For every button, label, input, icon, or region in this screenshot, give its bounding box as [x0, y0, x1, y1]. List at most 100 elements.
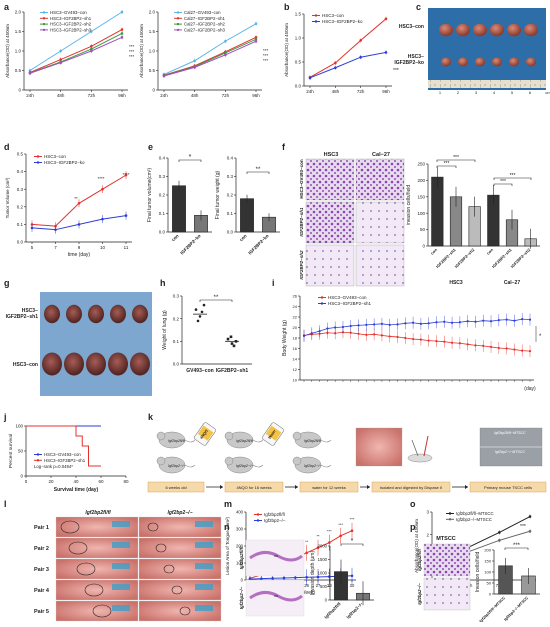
significance-bracket [178, 159, 202, 162]
y-tick-label: 150 [484, 559, 491, 564]
row-label: HSC3−GV493−con [299, 159, 304, 199]
data-point [435, 340, 438, 343]
legend-label: HSC3−IGF2BP2−ko [322, 19, 363, 24]
data-point [59, 61, 62, 64]
data-point [419, 322, 422, 325]
y-tick-label: 0.0 [295, 84, 302, 89]
legend-label: HSC3−GV493−con [44, 452, 81, 457]
ruler-label: 1 [439, 90, 442, 95]
data-point [412, 321, 415, 324]
legend-marker [42, 22, 46, 26]
data-point [334, 326, 337, 329]
arrow-head [220, 485, 223, 489]
data-point [404, 322, 407, 325]
significance-label: * [539, 334, 542, 340]
chart-e-weight: 0.0 0.1 0.2 0.3 0.4 con IGF2BP2−ko Final tumor … [215, 156, 280, 256]
arrow-head [367, 485, 370, 489]
y-tick-label: 14 [293, 357, 298, 362]
schematic-k: Igf2bp2fl/fl Igf2bp2−/− Igf2bp2fl/fl Igf2bp… [147, 422, 547, 493]
y-tick-label: 100 [236, 561, 244, 566]
tumor [473, 23, 487, 37]
y-axis-label: Final tumor volume(cm³) [147, 168, 153, 223]
panel-letter-d: d [4, 142, 10, 152]
data-point [232, 344, 236, 348]
data-point [101, 217, 104, 221]
photo-g-lungs: HSC3−IGF2BP2−sh1 HSC3−con [6, 292, 152, 396]
row-label: IGF2BP2−sh2 [299, 250, 304, 280]
y-tick-label: 10 [293, 378, 298, 383]
arrow-head [295, 485, 298, 489]
mouse-tail [252, 464, 264, 468]
y-tick-label: 0.1 [227, 211, 234, 216]
mouse-head [156, 456, 166, 466]
legend-label: HSC3−IGF2BP2−sh1 [50, 16, 92, 21]
legend-label: HSC3−GV493−con [328, 295, 367, 300]
legend-marker [320, 296, 324, 299]
y-tick-label: 0.0 [227, 230, 234, 235]
significance-label: *** [263, 58, 269, 63]
y-tick-label: 24 [293, 304, 298, 309]
significance-label: * [351, 538, 354, 545]
data-point [505, 318, 508, 321]
data-point [198, 315, 202, 318]
data-point [59, 58, 62, 61]
lesion-outline [171, 585, 183, 595]
significance-label: *** [453, 155, 459, 161]
series-line [29, 33, 123, 74]
legend-marker [36, 459, 40, 462]
significance-bracket [493, 183, 513, 186]
data-point [373, 323, 376, 326]
category-label: IGF2BP2−sh2 [454, 247, 476, 269]
micrograph [423, 543, 471, 577]
mouse-head [224, 431, 234, 441]
x-tick-label: 5 [31, 245, 34, 250]
legend-label: Igf2bp2fl/fl−MTSCC [456, 511, 494, 516]
y-tick-label: 0.3 [159, 174, 166, 179]
mouse-tail [252, 439, 264, 443]
data-point [334, 61, 337, 65]
ruler-label: 2 [457, 90, 460, 95]
data-point [350, 529, 354, 532]
data-point [458, 342, 461, 345]
lung [64, 352, 84, 376]
data-point [202, 303, 206, 307]
x-tick-label: 48h [191, 93, 199, 98]
significance-label: *** [327, 529, 332, 534]
photo-l-tongues: Igf2bp2fl/fl Igf2bp2−/− Pair 1 Pair 2 Pair 3… [34, 510, 222, 622]
column-label: Cal−27 [372, 152, 390, 158]
data-point [373, 333, 376, 336]
legend-label: HSC3−IGF2BP2−sh2 [50, 22, 92, 27]
timeline-step [371, 481, 451, 493]
ruler-label: 4 [493, 90, 496, 95]
data-point [466, 343, 469, 346]
x-tick-label: 9 [78, 245, 81, 250]
panel-letter-k: k [148, 412, 154, 422]
row-label: HSC3− [22, 308, 38, 314]
histology-section [245, 579, 305, 617]
data-point [388, 335, 391, 338]
timeline-step-label: Isolated and digested by Dispase II [380, 485, 442, 490]
y-tick-label: 0 [20, 474, 23, 479]
group-label: HSC3 [449, 280, 463, 286]
row-label: IGF2BP2−sh1 [6, 314, 39, 320]
data-point [305, 551, 308, 555]
y-tick-label: 0.1 [173, 339, 180, 344]
pair-label: Pair 3 [34, 567, 49, 573]
data-point [380, 322, 384, 325]
y-tick-label: 0.5 [149, 68, 156, 73]
data-point [193, 59, 196, 63]
y-tick-label: 0 [489, 592, 492, 597]
y-tick-label: 18 [293, 336, 298, 341]
forceps [112, 563, 130, 569]
panel-letter-n: n [224, 522, 230, 532]
y-tick-label: 1500 [318, 557, 328, 562]
lesion-outline [155, 543, 167, 553]
data-point [194, 308, 198, 311]
significance-label: *** [520, 524, 526, 530]
data-point [365, 323, 368, 326]
genotype-label: Igf2bp2−/− [236, 464, 253, 468]
micrograph [305, 158, 355, 201]
data-point [229, 335, 233, 339]
histology-n: Igf2bp2fl/fl Igf2bp2−/− [239, 539, 305, 617]
y-tick-label: 0.2 [227, 193, 234, 198]
